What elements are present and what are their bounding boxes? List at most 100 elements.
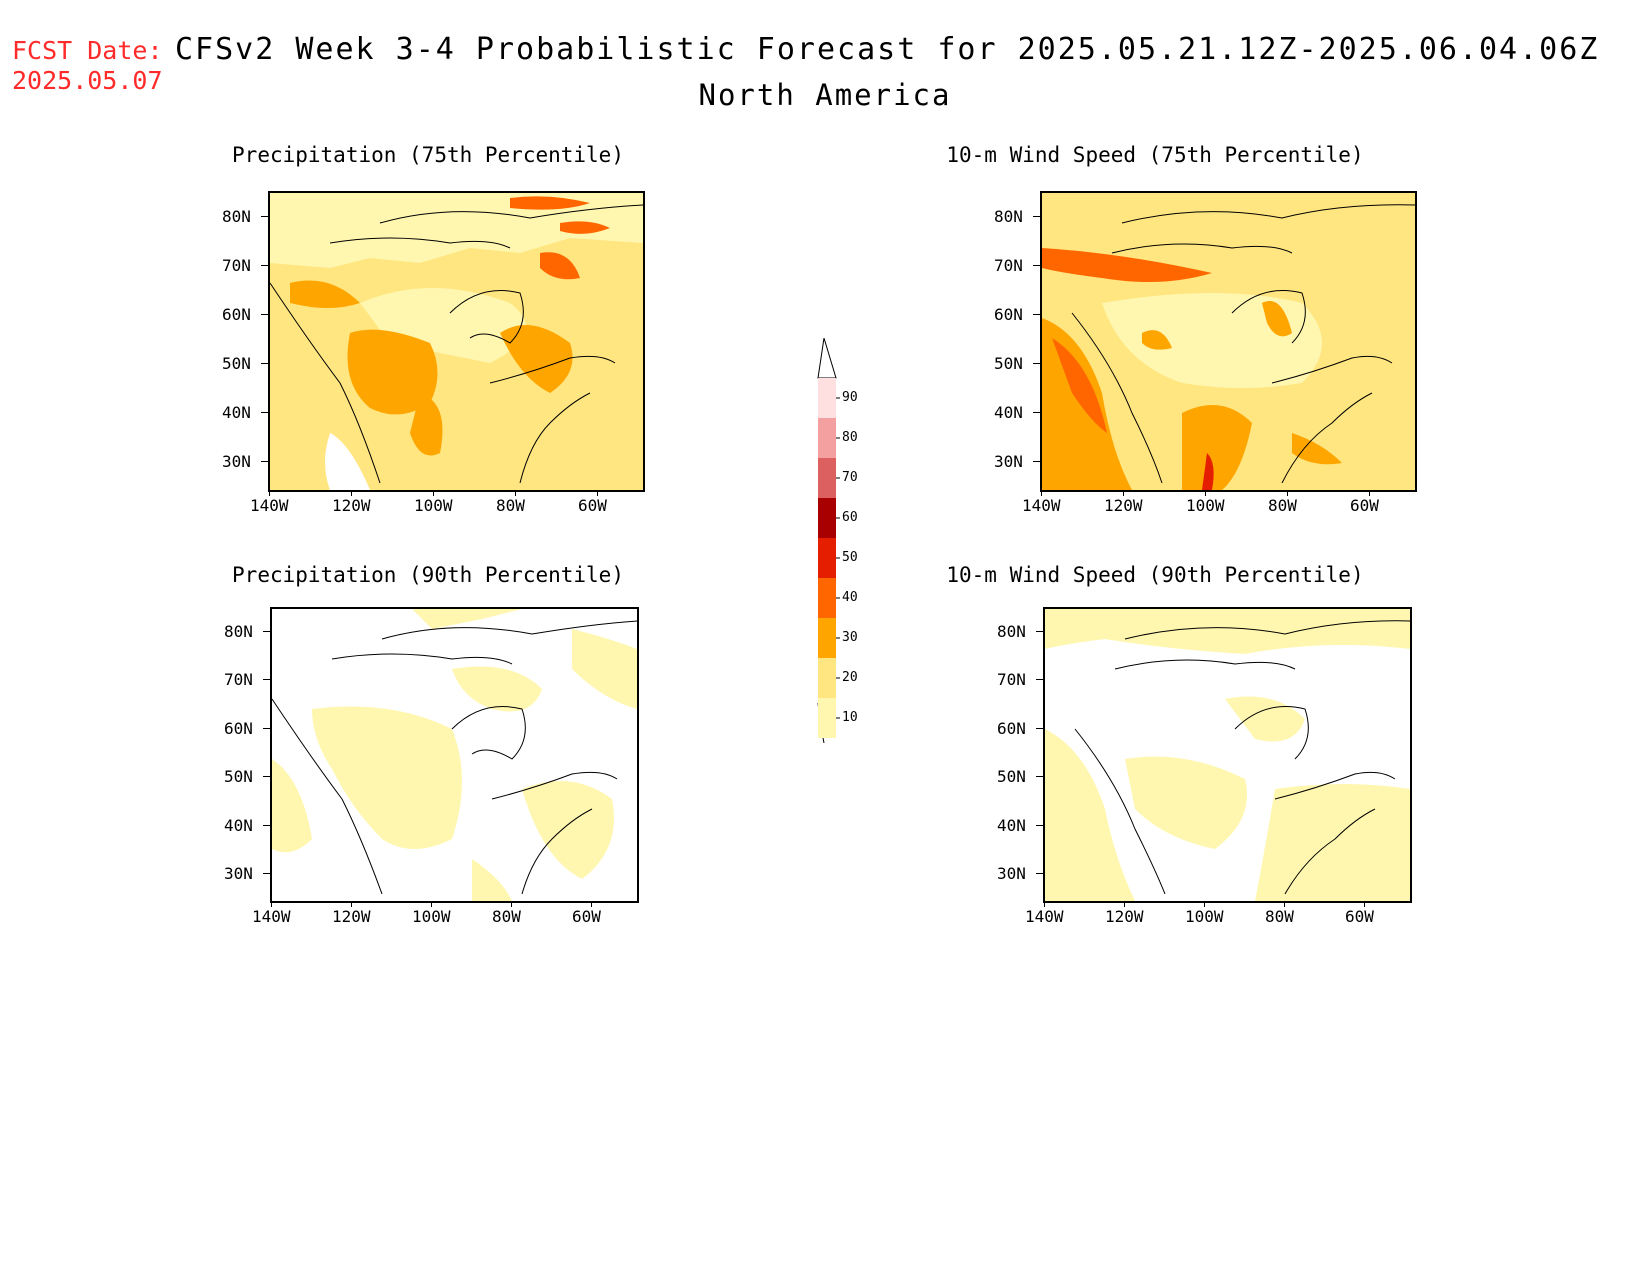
lon-tick-label: 100W [1186,496,1225,515]
lat-tick-mark [261,265,268,266]
lon-tick-label: 100W [412,907,451,926]
lon-tick-mark [1204,901,1205,907]
lon-tick-mark [1124,901,1125,907]
lat-tick-label: 50N [997,767,1026,786]
lat-tick-label: 80N [222,207,251,226]
lon-tick-label: 120W [1104,496,1143,515]
lon-tick-label: 120W [332,496,371,515]
lon-tick-label: 80W [496,496,525,515]
lat-tick-label: 30N [224,864,253,883]
lat-tick-mark [1033,363,1040,364]
lon-tick-mark [1123,490,1124,496]
lat-tick-mark [263,776,270,777]
lon-tick-label: 60W [1350,496,1379,515]
lon-tick-label: 120W [332,907,371,926]
lon-tick-mark [1044,901,1045,907]
lat-tick-label: 40N [222,403,251,422]
lon-tick-mark [1369,490,1370,496]
fcst-date-label: FCST Date: [12,36,163,65]
colorbar-label: 60 [842,510,858,525]
lon-tick-mark [431,901,432,907]
lat-tick-mark [1036,776,1043,777]
lon-tick-mark [1284,901,1285,907]
colorbar-swatch [818,618,836,658]
colorbar: 90 80 70 60 50 40 30 20 10 [808,337,868,744]
lat-tick-label: 50N [222,354,251,373]
lat-tick-label: 70N [994,256,1023,275]
lon-tick-mark [271,901,272,907]
colorbar-label: 30 [842,630,858,645]
lon-tick-mark [269,490,270,496]
map-wind-90 [1043,607,1412,903]
colorbar-label: 20 [842,670,858,685]
colorbar-swatch [818,578,836,618]
lon-tick-mark [351,490,352,496]
panel-title-precip-90: Precipitation (90th Percentile) [232,563,624,587]
lat-tick-mark [263,679,270,680]
lon-tick-label: 80W [1265,907,1294,926]
lat-tick-mark [261,461,268,462]
colorbar-label: 50 [842,550,858,565]
lat-tick-label: 50N [994,354,1023,373]
colorbar-swatch [818,418,836,458]
lat-tick-mark [1033,314,1040,315]
lat-tick-mark [261,412,268,413]
lat-tick-mark [263,728,270,729]
lon-tick-mark [591,901,592,907]
lon-tick-mark [1041,490,1042,496]
lat-tick-label: 60N [224,719,253,738]
lon-tick-mark [1287,490,1288,496]
lat-tick-label: 60N [222,305,251,324]
lat-tick-label: 40N [994,403,1023,422]
colorbar-label: 40 [842,590,858,605]
lat-tick-mark [1036,728,1043,729]
lon-tick-label: 60W [572,907,601,926]
lat-tick-mark [261,363,268,364]
lon-tick-label: 60W [1345,907,1374,926]
lon-tick-label: 80W [492,907,521,926]
lon-tick-label: 80W [1268,496,1297,515]
lat-tick-label: 80N [997,622,1026,641]
lon-tick-label: 60W [578,496,607,515]
colorbar-swatch [818,658,836,698]
lat-tick-mark [1033,265,1040,266]
fcst-date-block: FCST Date: 2025.05.07 [12,36,163,96]
map-precip-90 [270,607,639,903]
lat-tick-mark [261,216,268,217]
lon-tick-mark [511,901,512,907]
lat-tick-mark [263,631,270,632]
colorbar-label: 10 [842,710,858,725]
fcst-date-value: 2025.05.07 [12,66,163,95]
lon-tick-mark [597,490,598,496]
lat-tick-mark [263,873,270,874]
lon-tick-label: 140W [1025,907,1064,926]
lat-tick-label: 70N [224,670,253,689]
lon-tick-mark [515,490,516,496]
lat-tick-label: 60N [997,719,1026,738]
lon-tick-label: 100W [1185,907,1224,926]
panel-title-wind-75: 10-m Wind Speed (75th Percentile) [946,143,1364,167]
lon-tick-label: 140W [1022,496,1061,515]
colorbar-swatch [818,538,836,578]
colorbar-label: 90 [842,390,858,405]
lat-tick-label: 70N [222,256,251,275]
panel-title-wind-90: 10-m Wind Speed (90th Percentile) [946,563,1364,587]
lat-tick-label: 80N [224,622,253,641]
map-wind-75 [1040,191,1417,492]
lon-tick-mark [433,490,434,496]
colorbar-label: 70 [842,470,858,485]
lat-tick-label: 30N [997,864,1026,883]
lon-tick-label: 120W [1105,907,1144,926]
colorbar-swatch [818,698,836,738]
lat-tick-mark [261,314,268,315]
lat-tick-mark [1036,873,1043,874]
lat-tick-mark [1036,679,1043,680]
lon-tick-label: 100W [414,496,453,515]
panel-title-precip-75: Precipitation (75th Percentile) [232,143,624,167]
lon-tick-label: 140W [252,907,291,926]
lon-tick-label: 140W [250,496,289,515]
lat-tick-mark [1033,412,1040,413]
lat-tick-mark [1036,631,1043,632]
lat-tick-label: 30N [222,452,251,471]
colorbar-swatch [818,458,836,498]
